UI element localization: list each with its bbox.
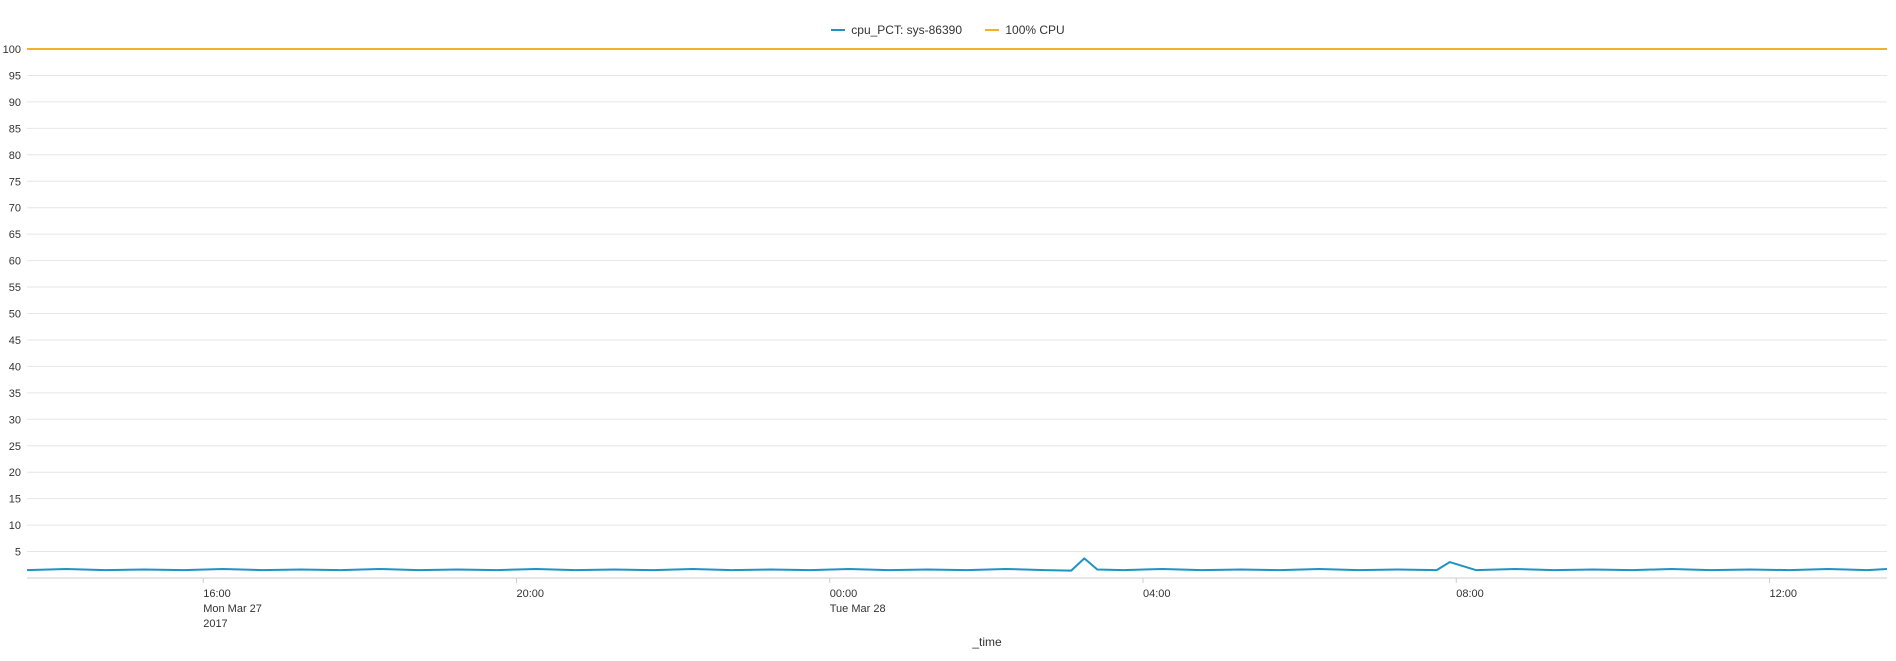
chart-legend: cpu_PCT: sys-86390 100% CPU xyxy=(0,20,1896,37)
y-tick-label-80: 80 xyxy=(9,150,21,162)
y-tick-label-20: 20 xyxy=(9,467,21,479)
y-tick-label-100: 100 xyxy=(3,44,21,56)
x-axis: 16:00 Mon Mar 27 2017 20:00 00:00 Tue Mar 28 0… xyxy=(27,577,1887,630)
y-tick-label-70: 70 xyxy=(9,203,21,215)
legend-swatch-cpu-pct xyxy=(831,29,846,31)
x-tick-label-0-0: 16:00 xyxy=(203,588,231,600)
legend-item-cpu-pct[interactable]: cpu_PCT: sys-86390 xyxy=(831,23,962,37)
x-tick-label-2-1: Tue Mar 28 xyxy=(830,603,886,615)
y-tick-label-65: 65 xyxy=(9,229,21,241)
x-tick-label-5-0: 12:00 xyxy=(1770,588,1798,600)
y-tick-label-10: 10 xyxy=(9,520,21,532)
legend-swatch-100-cpu xyxy=(985,29,1000,31)
legend-item-100-cpu[interactable]: 100% CPU xyxy=(985,23,1065,37)
y-tick-label-15: 15 xyxy=(9,494,21,506)
y-tick-label-45: 45 xyxy=(9,335,21,347)
y-tick-label-35: 35 xyxy=(9,388,21,400)
x-tick-label-4-0: 08:00 xyxy=(1456,588,1484,600)
series-layer xyxy=(26,48,1888,572)
y-tick-label-30: 30 xyxy=(9,414,21,426)
x-tick-label-2-0: 00:00 xyxy=(830,588,858,600)
x-tick-label-0-1: Mon Mar 27 xyxy=(203,603,262,615)
y-tick-label-55: 55 xyxy=(9,282,21,294)
y-tick-label-60: 60 xyxy=(9,256,21,268)
x-axis-title: _time xyxy=(971,635,1002,649)
x-tick-label-0-2: 2017 xyxy=(203,618,227,630)
legend-label-100-cpu: 100% CPU xyxy=(1005,23,1065,37)
series-line-0 xyxy=(26,557,1888,572)
x-tick-label-3-0: 04:00 xyxy=(1143,588,1171,600)
y-tick-label-25: 25 xyxy=(9,441,21,453)
y-tick-label-85: 85 xyxy=(9,123,21,135)
y-tick-label-95: 95 xyxy=(9,70,21,82)
y-tick-label-40: 40 xyxy=(9,361,21,373)
y-tick-label-50: 50 xyxy=(9,309,21,321)
y-tick-label-75: 75 xyxy=(9,176,21,188)
y-tick-label-5: 5 xyxy=(15,547,21,559)
y-tick-label-90: 90 xyxy=(9,97,21,109)
legend-label-cpu-pct: cpu_PCT: sys-86390 xyxy=(851,23,962,37)
y-axis: 5 10 15 20 25 30 35 40 45 50 55 60 65 70 75 80 85 90 95 100 xyxy=(3,44,21,559)
grid-lines xyxy=(27,48,1887,553)
x-tick-label-1-0: 20:00 xyxy=(516,588,544,600)
